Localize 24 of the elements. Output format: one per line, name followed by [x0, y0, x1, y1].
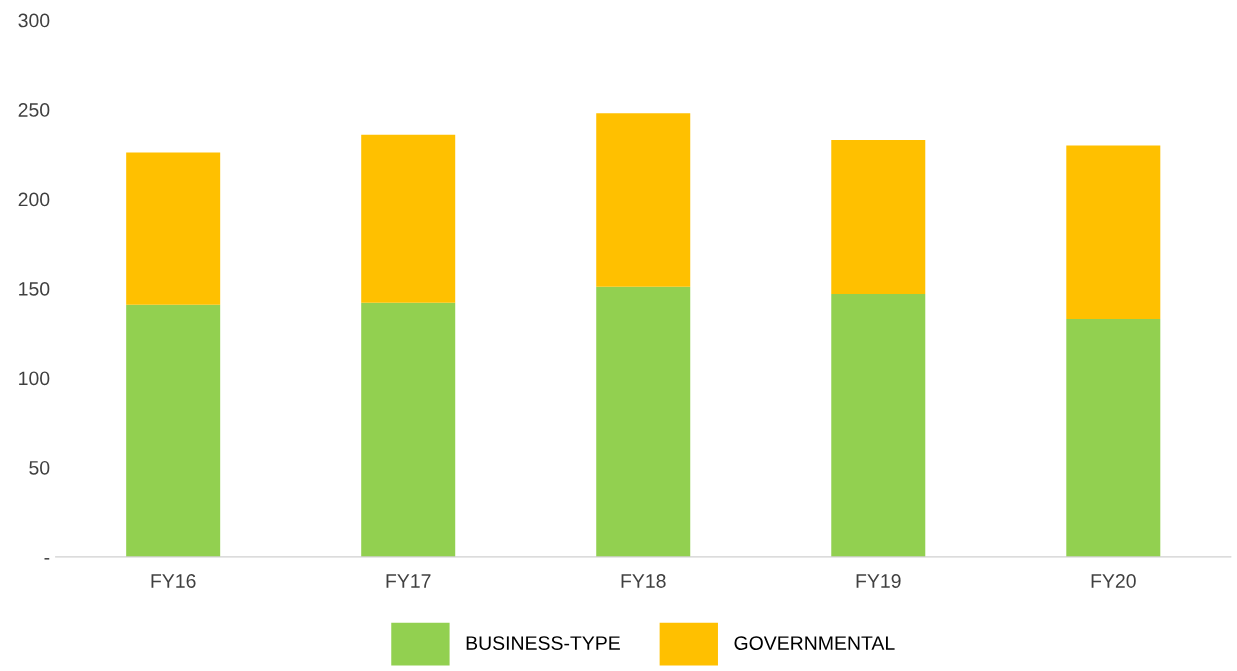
bar — [1066, 145, 1161, 319]
x-tick-label: FY20 — [1091, 574, 1136, 588]
bar — [361, 302, 456, 557]
y-tick-label: - — [44, 558, 50, 560]
y-tick-label: 200 — [18, 192, 50, 207]
y-tick-label: 150 — [19, 282, 50, 296]
y-tick-label: 50 — [29, 460, 50, 475]
legend-label: BUSINESS-TYPE — [466, 636, 620, 650]
x-tick-label: FY18 — [621, 574, 666, 588]
bar — [831, 293, 926, 557]
x-tick-label: FY19 — [856, 574, 901, 588]
bar — [126, 152, 221, 305]
bar — [126, 304, 221, 557]
y-tick-label: 100 — [19, 371, 50, 386]
bar — [361, 134, 456, 303]
bar — [596, 113, 691, 287]
bar — [831, 140, 926, 294]
bar — [596, 286, 691, 557]
x-tick-label: FY16 — [151, 574, 196, 588]
y-tick-label: 300 — [18, 13, 50, 28]
legend-label: GOVERNMENTAL — [734, 636, 895, 650]
x-tick-label: FY17 — [386, 574, 431, 588]
y-tick-label: 250 — [18, 103, 50, 117]
bar — [1066, 318, 1161, 557]
